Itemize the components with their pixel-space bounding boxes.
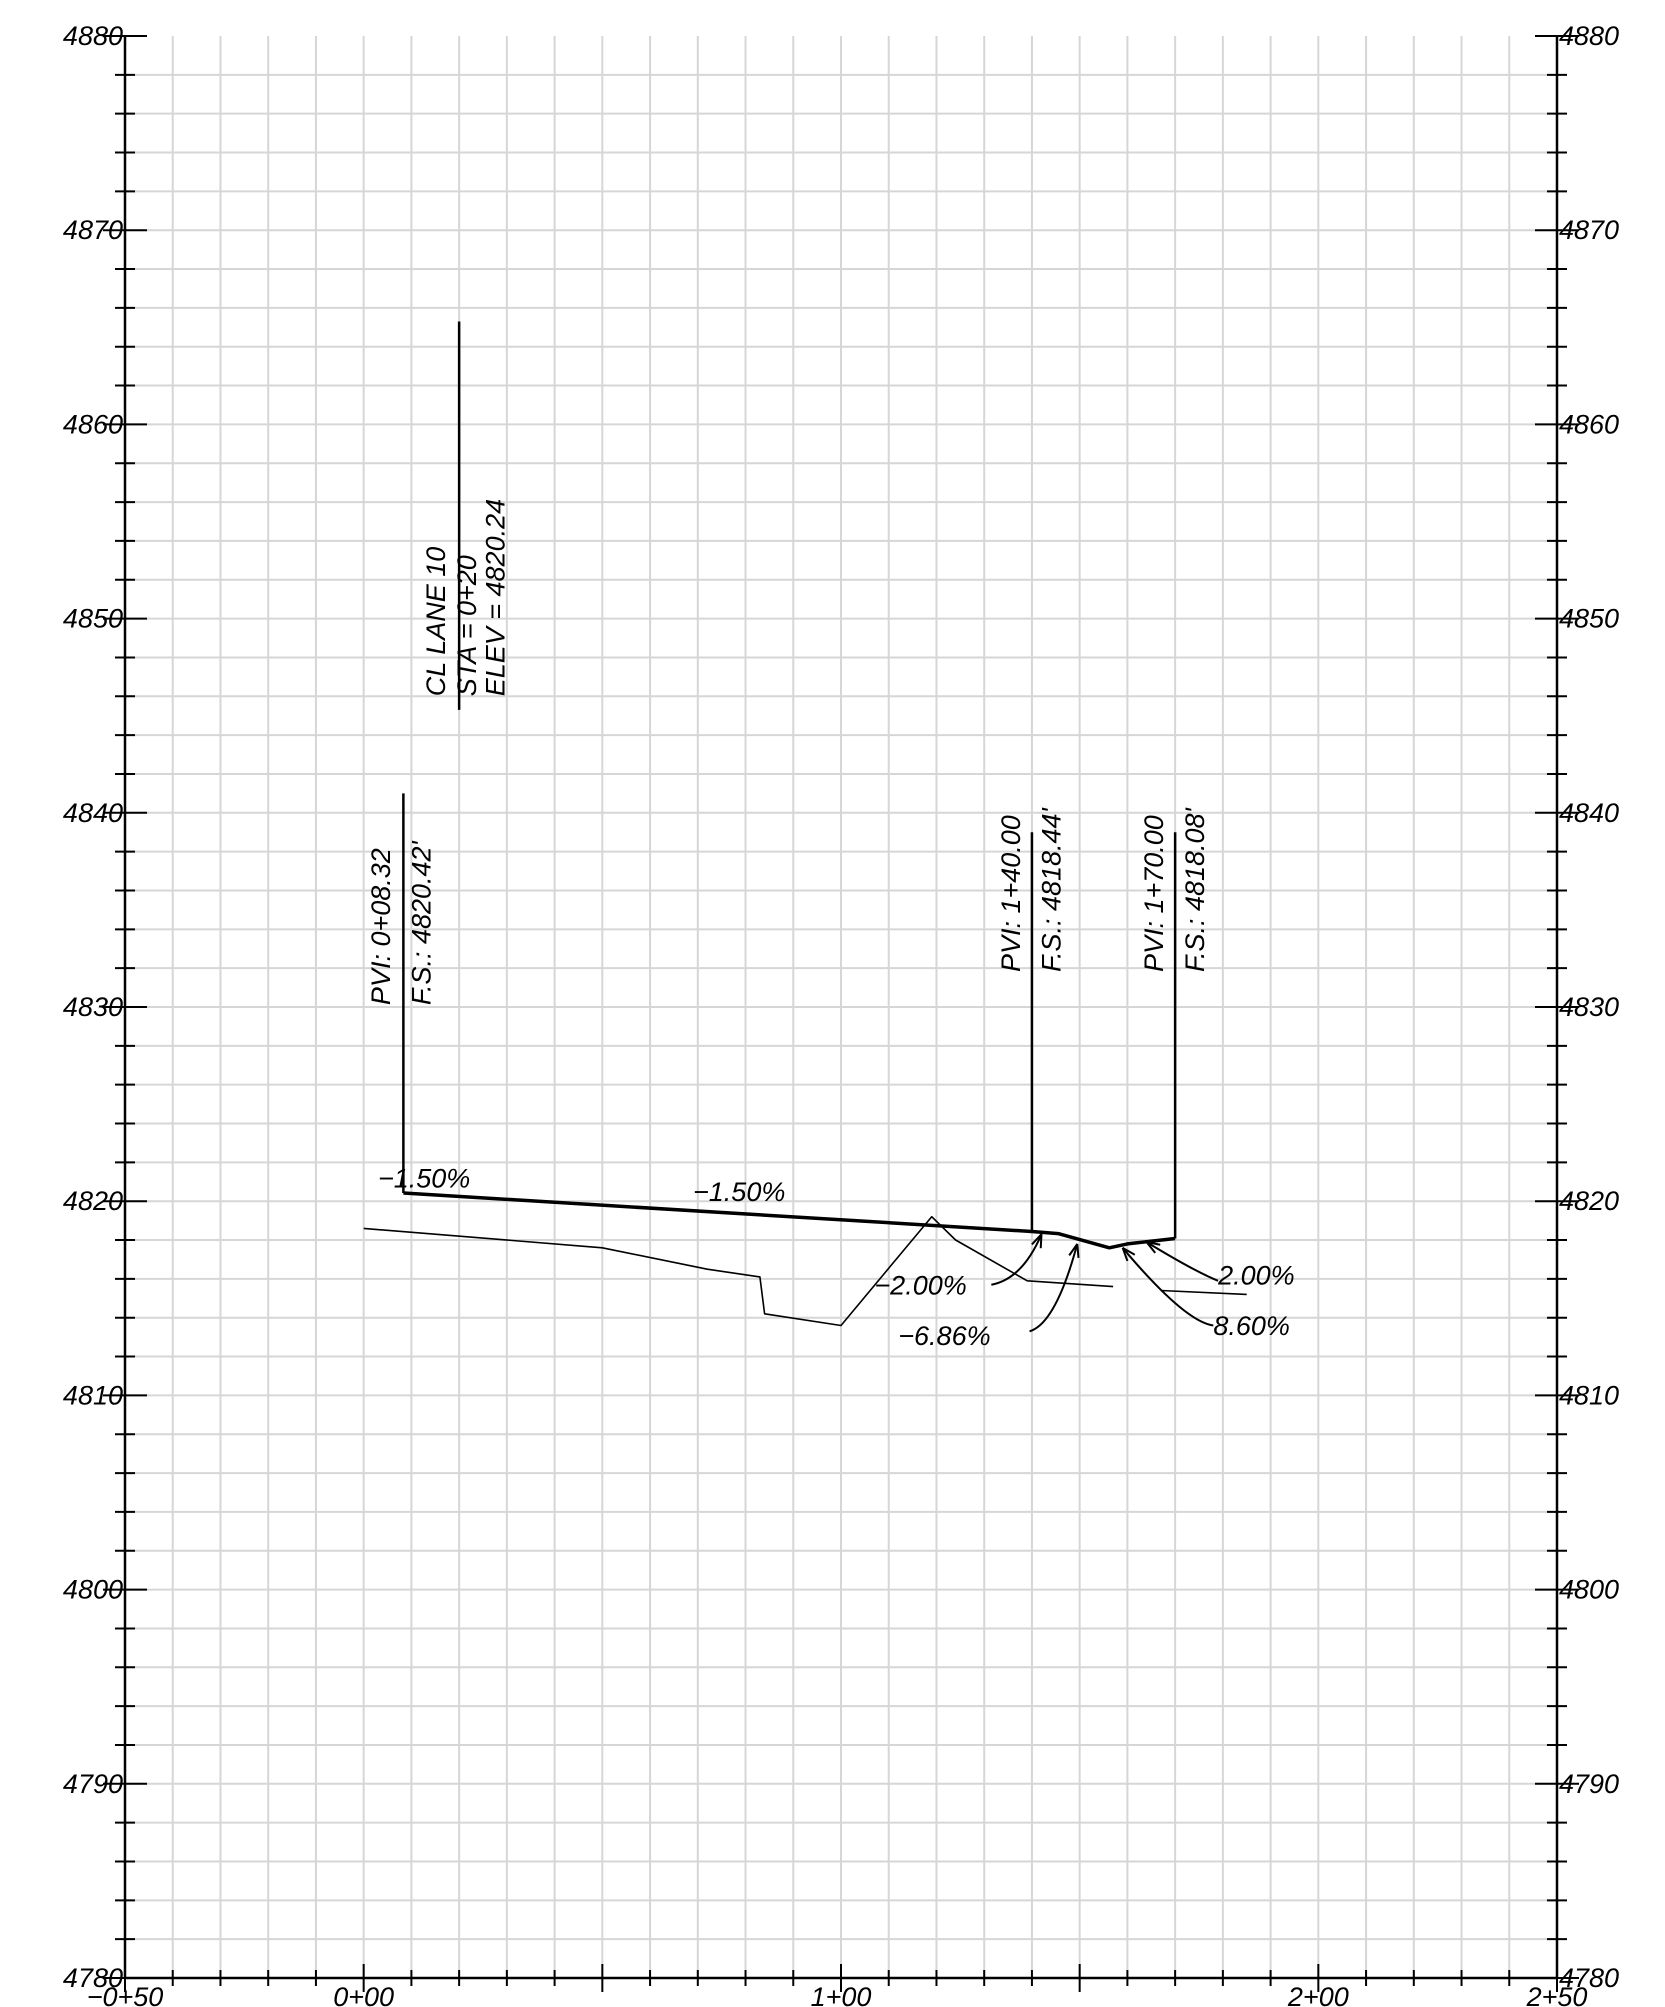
y-tick-label-right: 4820: [1559, 1186, 1619, 1216]
y-tick-label-left: 4810: [63, 1380, 123, 1410]
x-tick-label: −0+50: [87, 1982, 164, 2007]
y-tick-label-left: 4840: [63, 798, 123, 828]
y-tick-label-left: 4860: [63, 409, 123, 439]
y-tick-label-left: 4780: [63, 1963, 123, 1993]
station-label: F.S.: 4818.08': [1180, 807, 1210, 972]
y-tick-label-left: 4870: [63, 215, 123, 245]
y-tick-label-right: 4870: [1559, 215, 1619, 245]
station-label: F.S.: 4820.42': [406, 840, 436, 1005]
x-tick-label: 2+00: [1287, 1982, 1349, 2007]
y-tick-label-right: 4810: [1559, 1380, 1619, 1410]
y-tick-label-left: 4880: [63, 21, 123, 51]
grade-label: −1.50%: [693, 1177, 785, 1207]
series-existing-ground: [363, 1215, 1114, 1327]
series-existing-ground-2: [1160, 1289, 1247, 1296]
leader-line: [1145, 1241, 1219, 1282]
y-tick-label-right: 4790: [1559, 1769, 1619, 1799]
labels: 4780 4780 4790 4790 4800 4800 4810 4810 4820 4820…: [63, 21, 1619, 2007]
grade-label: −6.86%: [898, 1321, 990, 1351]
station-label: CL LANE 10: [421, 547, 451, 697]
y-tick-label-right: 4860: [1559, 409, 1619, 439]
series-proposed-profile: [403, 1191, 1176, 1250]
y-tick-label-left: 4800: [63, 1575, 123, 1605]
station-label: STA = 0+20: [452, 555, 482, 696]
axis-ticks: [103, 35, 1579, 1992]
grid: [125, 36, 1557, 1978]
grade-label: −1.50%: [378, 1164, 470, 1194]
station-label: ELEV = 4820.24: [480, 499, 510, 696]
y-tick-label-right: 4830: [1559, 992, 1619, 1022]
x-tick-label: 1+00: [811, 1982, 872, 2007]
leader-arrowhead: [1068, 1243, 1080, 1258]
station-label: PVI: 1+70.00: [1139, 815, 1169, 972]
y-tick-label-right: 4840: [1559, 798, 1619, 828]
leader-arrowhead: [1031, 1233, 1043, 1249]
station-label: F.S.: 4818.44': [1037, 807, 1067, 972]
leader-line: [1121, 1247, 1214, 1327]
station-label: PVI: 1+40.00: [996, 815, 1026, 972]
series-lines: [363, 1191, 1247, 1327]
y-tick-label-left: 4790: [63, 1769, 123, 1799]
y-tick-label-right: 4850: [1559, 604, 1619, 634]
leader-line: [1029, 1243, 1079, 1333]
y-tick-label-right: 4800: [1559, 1575, 1619, 1605]
x-tick-label: 0+00: [333, 1982, 394, 2007]
grade-label: 2.00%: [1217, 1261, 1295, 1291]
y-tick-label-left: 4820: [63, 1186, 123, 1216]
grade-label: 8.60%: [1213, 1311, 1290, 1341]
x-tick-label: 2+50: [1526, 1982, 1588, 2007]
leader-arrowhead: [1145, 1240, 1161, 1254]
leader-line: [991, 1233, 1043, 1286]
y-tick-label-right: 4780: [1559, 1963, 1619, 1993]
leader-arrowhead: [1121, 1246, 1136, 1262]
grade-label: −2.00%: [874, 1270, 966, 1300]
y-tick-label-left: 4850: [63, 604, 123, 634]
station-label: PVI: 0+08.32: [366, 848, 396, 1005]
annotation-lines: [402, 321, 1219, 1333]
y-tick-label-right: 4880: [1559, 21, 1619, 51]
y-tick-label-left: 4830: [63, 992, 123, 1022]
